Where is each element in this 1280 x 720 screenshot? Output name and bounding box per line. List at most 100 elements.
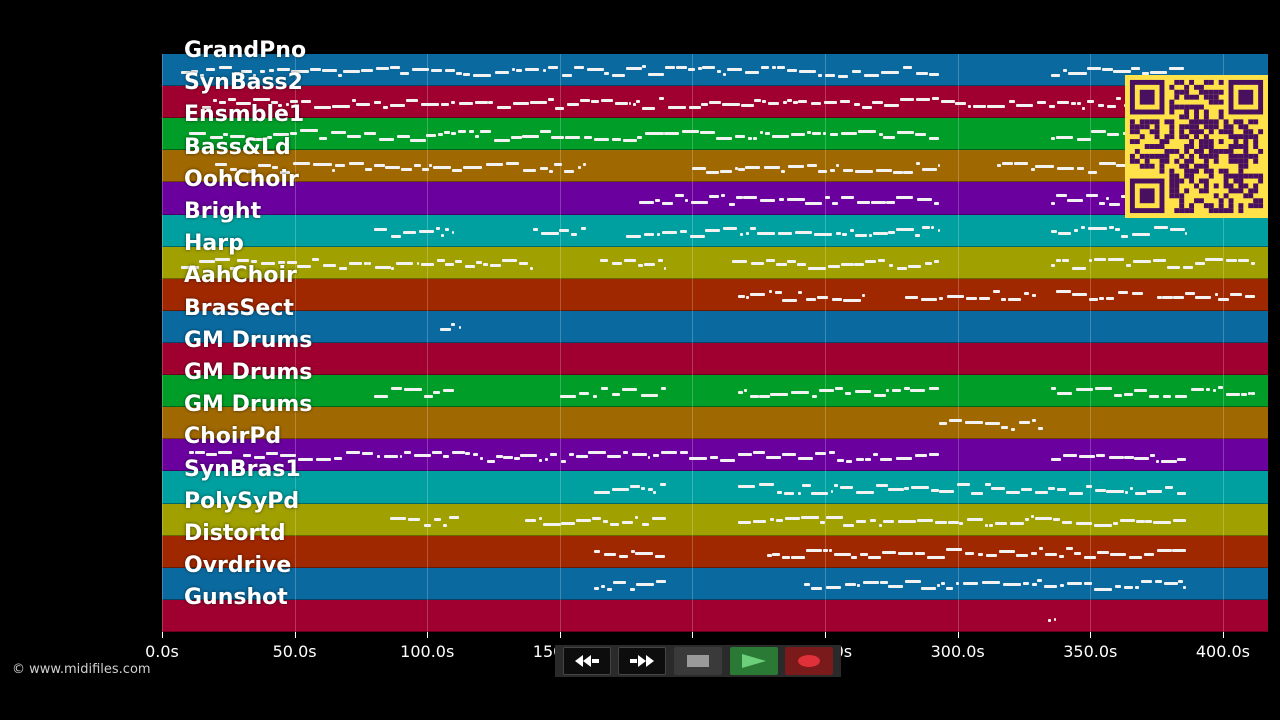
midi-note <box>433 165 452 169</box>
midi-note <box>935 521 947 525</box>
midi-note <box>411 68 430 72</box>
midi-note <box>243 453 251 457</box>
midi-note <box>429 163 433 167</box>
midi-note <box>1034 517 1053 521</box>
midi-note <box>374 265 391 269</box>
midi-note <box>883 104 899 108</box>
midi-note <box>685 199 689 203</box>
transport-controls <box>555 645 841 677</box>
midi-note <box>1050 458 1062 461</box>
midi-note <box>1091 129 1106 133</box>
midi-note <box>658 97 665 101</box>
midi-note <box>406 98 419 102</box>
midi-note <box>927 555 945 559</box>
midi-note <box>914 234 920 238</box>
play-button[interactable] <box>729 647 778 675</box>
midi-note <box>1009 521 1024 525</box>
midi-note <box>334 457 343 461</box>
midi-note <box>746 296 749 300</box>
midi-note <box>765 259 775 263</box>
midi-note <box>423 523 431 527</box>
midi-note <box>518 262 529 266</box>
midi-note <box>473 74 492 78</box>
midi-note <box>959 521 964 525</box>
midi-note <box>797 457 814 461</box>
midi-note <box>948 520 959 524</box>
midi-note <box>805 297 816 301</box>
midi-note <box>1120 234 1129 238</box>
midi-note <box>835 232 842 236</box>
midi-note <box>863 581 880 585</box>
midi-note <box>924 261 932 265</box>
midi-note <box>201 105 212 109</box>
midi-note <box>368 262 372 266</box>
midi-note <box>540 130 551 134</box>
midi-note <box>292 161 311 165</box>
midi-note <box>1182 265 1194 269</box>
midi-note <box>777 65 785 69</box>
midi-note <box>579 98 590 102</box>
note-layer <box>162 54 1268 632</box>
midi-note <box>334 164 346 168</box>
midi-note <box>382 106 388 110</box>
midi-note <box>360 69 373 73</box>
midi-note <box>440 102 449 106</box>
midi-note <box>252 98 270 102</box>
midi-note <box>588 450 607 454</box>
midi-note <box>1050 73 1061 77</box>
midi-note <box>618 554 628 558</box>
midi-note <box>454 260 462 264</box>
midi-note <box>818 389 834 393</box>
midi-note <box>297 264 311 268</box>
midi-note <box>640 486 646 490</box>
midi-note <box>539 166 548 170</box>
midi-note <box>820 520 826 524</box>
midi-note <box>1176 492 1186 496</box>
midi-note <box>882 551 896 555</box>
midi-note <box>823 548 829 552</box>
midi-note <box>770 392 788 396</box>
stop-button[interactable] <box>673 647 722 675</box>
midi-note <box>390 516 406 520</box>
midi-note <box>825 585 842 589</box>
midi-note <box>494 71 510 75</box>
midi-note <box>760 131 763 135</box>
midi-note <box>279 170 290 174</box>
midi-note <box>1082 106 1085 110</box>
record-button[interactable] <box>785 647 834 675</box>
midi-note <box>876 483 888 487</box>
track-label: Ovrdrive <box>184 553 292 579</box>
midi-note <box>612 261 623 265</box>
midi-note <box>571 232 577 236</box>
midi-note <box>513 101 530 105</box>
midi-note <box>450 101 456 105</box>
piano-roll[interactable] <box>162 54 1268 632</box>
midi-note <box>637 264 643 268</box>
midi-note <box>253 456 265 460</box>
midi-note <box>636 100 641 104</box>
midi-note <box>1177 579 1183 583</box>
midi-note <box>831 298 843 302</box>
midi-note <box>938 297 944 301</box>
midi-note <box>1105 196 1109 200</box>
midi-note <box>1085 484 1092 488</box>
midi-note <box>801 516 819 520</box>
midi-note <box>487 459 495 463</box>
midi-note <box>1112 70 1131 74</box>
qr-code-image <box>1125 75 1268 218</box>
midi-note <box>180 266 199 270</box>
track-label: Gunshot <box>184 585 288 611</box>
midi-note <box>759 395 771 399</box>
midi-note <box>830 490 834 494</box>
rewind-button[interactable] <box>562 647 611 675</box>
midi-note <box>1079 454 1095 458</box>
midi-note <box>928 452 940 456</box>
midi-note <box>558 229 569 233</box>
midi-note <box>548 169 554 173</box>
midi-note <box>805 202 822 206</box>
midi-note <box>708 100 722 104</box>
midi-note <box>1007 297 1022 301</box>
midi-note <box>502 455 513 459</box>
fast-forward-button[interactable] <box>618 647 667 675</box>
midi-note <box>891 388 901 392</box>
